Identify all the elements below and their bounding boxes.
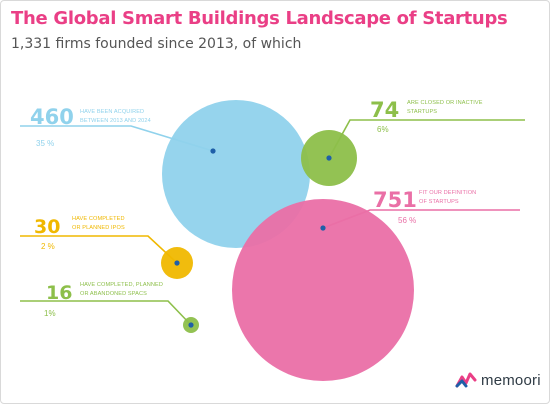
memoori-logo: memoori xyxy=(455,371,541,389)
leader-dot-ipos xyxy=(174,260,180,266)
value-label-acquired: 460 xyxy=(30,105,74,129)
description-label-acquired: BETWEEN 2013 AND 2024 xyxy=(80,118,151,124)
leader-dot-closed xyxy=(326,155,332,161)
value-label-spacs: 16 xyxy=(46,282,72,304)
description-label-ipos: OR PLANNED IPOS xyxy=(72,225,125,231)
leader-line-acquired xyxy=(20,125,214,152)
percent-label-ipos: 2 % xyxy=(41,242,55,251)
percent-label-acquired: 35 % xyxy=(36,139,54,148)
description-label-startups: FIT OUR DEFINITION xyxy=(419,190,476,196)
description-label-ipos: HAVE COMPLETED xyxy=(72,216,125,222)
description-label-startups: OF STARTUPS xyxy=(419,199,459,205)
percent-label-closed: 6% xyxy=(377,125,389,134)
value-label-startups: 751 xyxy=(373,188,417,212)
leader-dot-acquired xyxy=(210,148,216,154)
leader-dot-startups xyxy=(320,225,326,231)
leader-line-spacs xyxy=(20,300,192,326)
chart-subtitle: 1,331 firms founded since 2013, of which xyxy=(11,36,302,52)
leader-line-closed xyxy=(328,119,525,159)
leader-line-startups xyxy=(322,209,520,229)
value-label-closed: 74 xyxy=(370,98,399,122)
bubble-acquired xyxy=(162,100,310,248)
memoori-logo-text: memoori xyxy=(481,371,541,389)
description-label-spacs: OR ABANDONED SPACS xyxy=(80,291,147,297)
description-label-closed: ARE CLOSED OR INACTIVE xyxy=(407,100,483,106)
bubble-startups xyxy=(232,199,414,381)
description-label-spacs: HAVE COMPLETED, PLANNED xyxy=(80,282,163,288)
value-label-ipos: 30 xyxy=(34,216,60,238)
leader-dot-spacs xyxy=(188,322,194,328)
leader-line-ipos xyxy=(20,235,178,264)
percent-label-spacs: 1% xyxy=(44,309,56,318)
percent-label-startups: 56 % xyxy=(398,216,416,225)
memoori-logo-icon xyxy=(455,372,477,388)
description-label-acquired: HAVE BEEN ACQUIRED xyxy=(80,109,144,115)
description-label-closed: STARTUPS xyxy=(407,109,437,115)
chart-title: The Global Smart Buildings Landscape of … xyxy=(11,8,508,29)
